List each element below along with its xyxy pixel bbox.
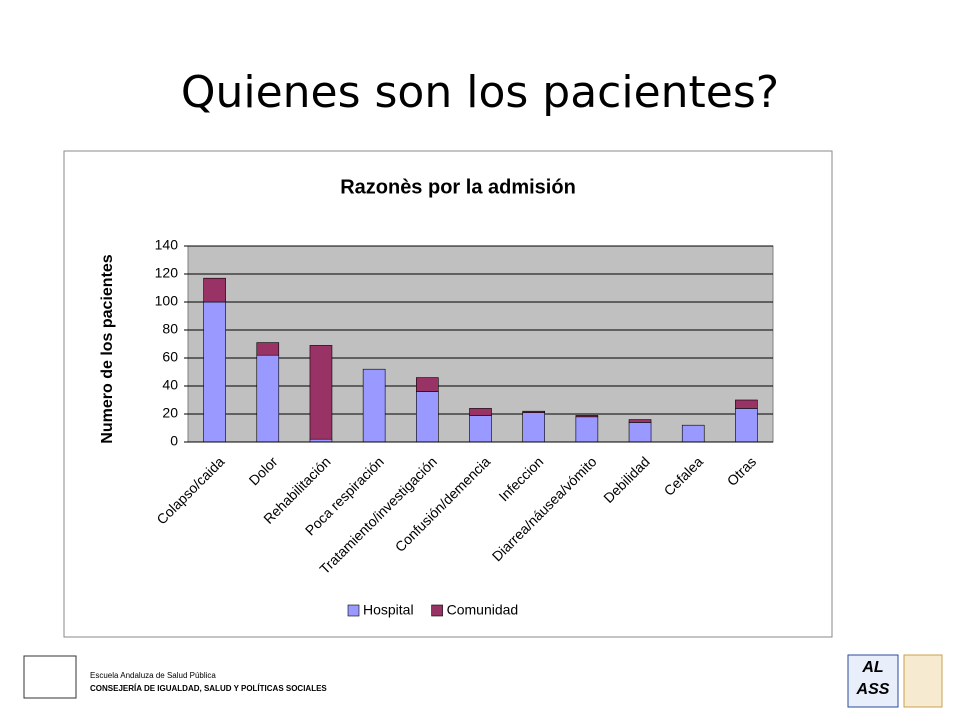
bar-segment: [256, 354, 280, 443]
y-tick-label: 0: [170, 433, 178, 449]
bar-segment: [203, 277, 226, 303]
y-axis-label: Numero de los pacientes: [99, 254, 116, 443]
bar-segment: [681, 424, 705, 443]
logo-mark: [23, 655, 77, 699]
legend-swatch: [347, 604, 360, 617]
bar-segment: [416, 391, 439, 443]
bar-segment: [575, 416, 599, 443]
y-tick-label: 20: [162, 405, 178, 421]
chart-title: Razonès por la admisión: [340, 176, 576, 198]
logo-text: ASS: [856, 681, 890, 698]
y-tick-label: 120: [155, 265, 179, 281]
footer-left-logo: Escuela Andaluza de Salud Pública CONSEJ…: [23, 655, 327, 699]
y-tick-label: 140: [155, 237, 179, 253]
y-tick-label: 100: [155, 293, 179, 309]
bar-segment: [469, 408, 492, 416]
legend-label: Comunidad: [447, 602, 519, 618]
bar-segment: [309, 345, 333, 440]
slide-title: Quienes son los pacientes?: [181, 67, 779, 118]
legend-label: Hospital: [363, 602, 414, 618]
footer-text: Escuela Andaluza de Salud Pública: [90, 671, 216, 680]
bar-segment: [628, 422, 652, 443]
logo-text: AL: [861, 659, 883, 676]
bar-segment: [628, 419, 652, 423]
bar-segment: [469, 415, 492, 443]
bar-segment: [522, 412, 545, 443]
bar-segment: [735, 408, 758, 443]
bar-segment: [416, 377, 439, 392]
footer-text: CONSEJERÍA DE IGUALDAD, SALUD Y POLÍTICA…: [90, 684, 327, 693]
y-tick-label: 60: [162, 349, 178, 365]
bar-segment: [362, 368, 386, 443]
y-tick-label: 80: [162, 321, 178, 337]
logo-mark: [847, 654, 899, 708]
bar-segment: [735, 399, 758, 409]
bar-segment: [256, 342, 280, 356]
y-tick-label: 40: [162, 377, 178, 393]
bar-segment: [203, 301, 226, 443]
bar-segment: [575, 415, 599, 418]
logo-mark: [903, 654, 943, 708]
legend-swatch: [431, 604, 443, 617]
footer-right-logo: AL ASS: [847, 654, 943, 708]
bar-segment: [522, 410, 545, 413]
